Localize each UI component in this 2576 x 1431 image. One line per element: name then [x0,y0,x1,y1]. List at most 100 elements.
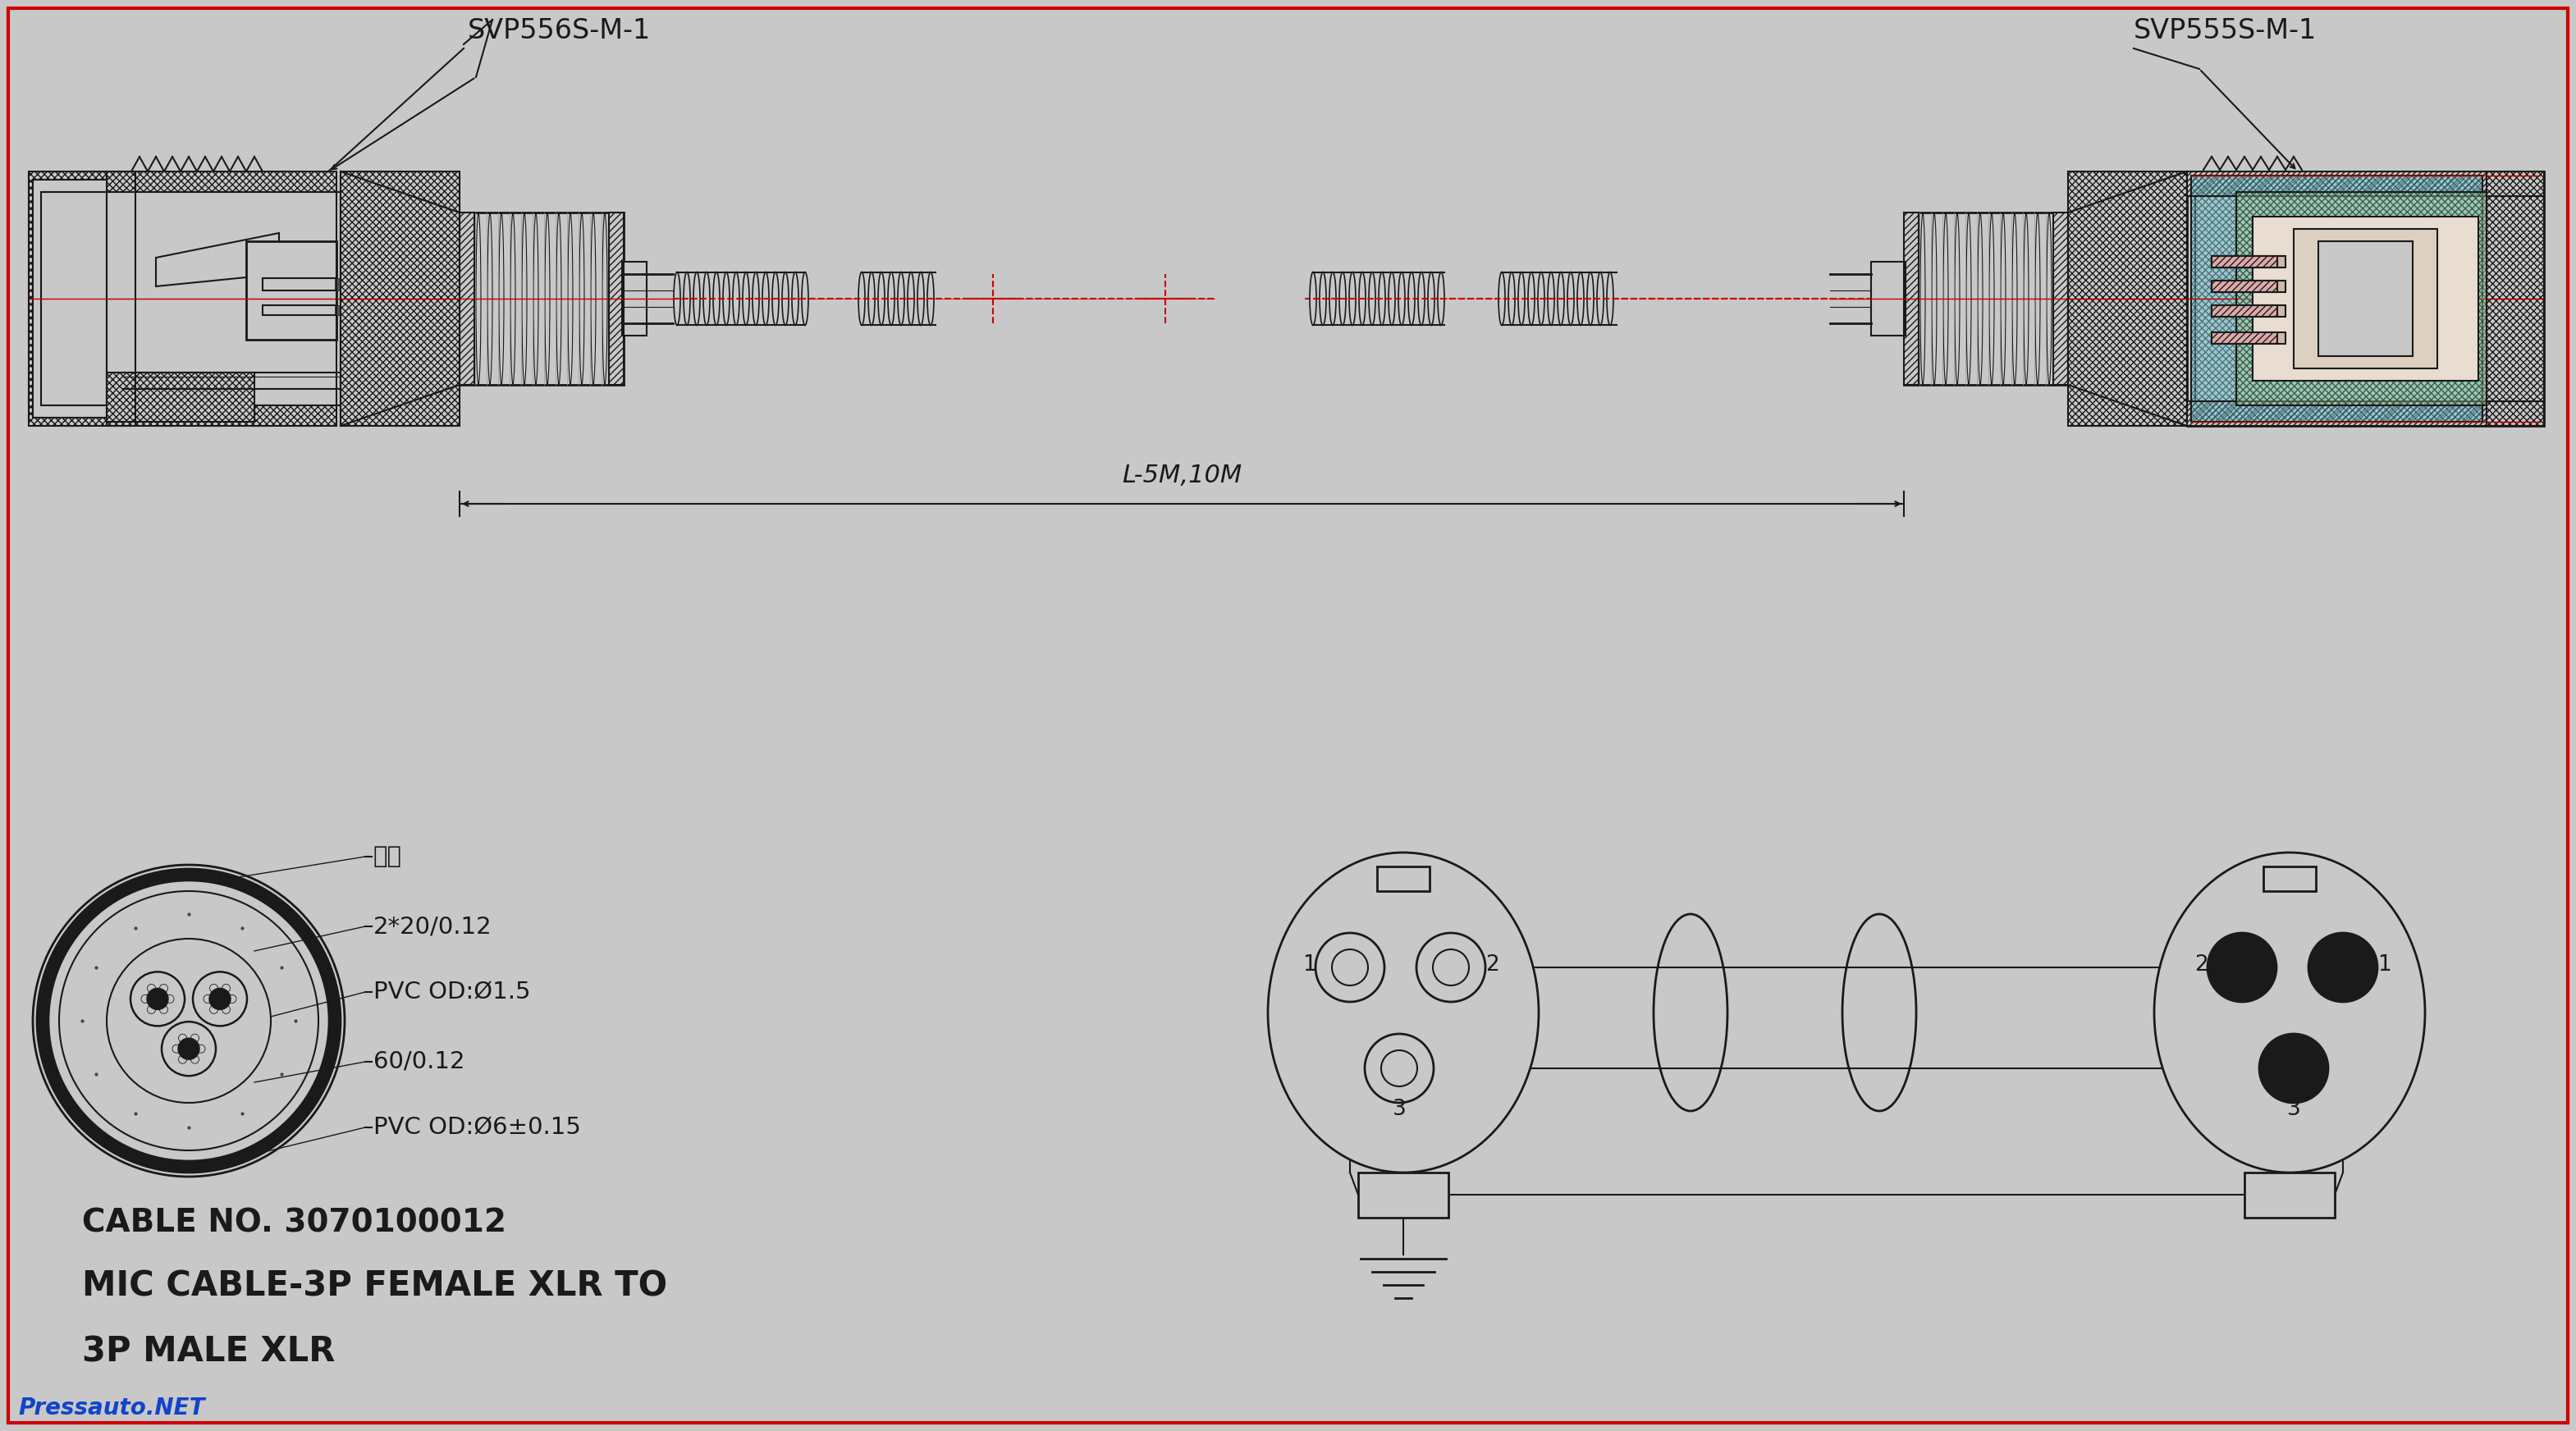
Bar [2053,213,2069,385]
Ellipse shape [917,272,925,325]
Ellipse shape [1388,272,1396,325]
Ellipse shape [590,213,595,384]
Ellipse shape [878,272,884,325]
Ellipse shape [1577,272,1584,325]
Ellipse shape [2025,213,2030,384]
Bar [2187,172,2545,196]
Bar [2213,256,2277,268]
Bar [2192,176,2483,422]
Bar [335,305,343,315]
Ellipse shape [732,272,739,325]
Bar [33,180,131,418]
Bar [1358,1172,1448,1218]
Text: 1: 1 [2378,954,2391,976]
Bar [340,172,459,426]
Bar [2187,401,2545,426]
Bar [459,213,474,385]
Bar [1904,213,2069,385]
Text: PVC OD:Ø1.5: PVC OD:Ø1.5 [374,980,531,1003]
Circle shape [209,989,232,1010]
Circle shape [2208,933,2277,1002]
Circle shape [2308,933,2378,1002]
Bar [2069,172,2187,426]
Bar [2293,229,2437,368]
Circle shape [147,989,167,1010]
Ellipse shape [1978,213,1984,384]
Ellipse shape [2002,213,2007,384]
Ellipse shape [523,213,528,384]
Ellipse shape [773,272,778,325]
Bar [2213,305,2277,316]
Bar [2213,332,2285,343]
Bar [2213,280,2277,292]
Bar [1378,867,1430,892]
Ellipse shape [675,272,680,325]
Ellipse shape [1340,272,1345,325]
Text: SVP556S-M-1: SVP556S-M-1 [469,17,652,44]
Bar [106,372,255,422]
Ellipse shape [500,213,505,384]
Ellipse shape [1607,272,1613,325]
Text: Pressauto.NET: Pressauto.NET [18,1397,204,1420]
Bar [2069,172,2187,426]
Bar [608,213,623,385]
Ellipse shape [801,272,809,325]
Ellipse shape [567,213,572,384]
Ellipse shape [1965,213,1971,384]
Bar [459,213,623,385]
Bar [263,305,337,315]
Ellipse shape [2154,853,2424,1172]
Ellipse shape [791,272,799,325]
Ellipse shape [868,272,876,325]
Text: MIC CABLE-3P FEMALE XLR TO: MIC CABLE-3P FEMALE XLR TO [82,1269,667,1304]
Ellipse shape [2058,213,2063,384]
Bar [2318,242,2414,356]
Bar [247,242,337,339]
Bar [263,278,337,290]
Bar [2053,213,2069,385]
Ellipse shape [1587,272,1595,325]
Ellipse shape [1517,272,1525,325]
Bar [2187,172,2545,196]
Ellipse shape [683,272,690,325]
Ellipse shape [1409,272,1414,325]
Text: 60/0.12: 60/0.12 [374,1050,464,1073]
Bar [608,213,623,385]
Circle shape [1381,1050,1417,1086]
Ellipse shape [1654,914,1728,1110]
Ellipse shape [580,213,585,384]
Circle shape [178,1037,198,1059]
Ellipse shape [1548,272,1553,325]
Ellipse shape [1909,213,1914,384]
Bar [2244,1172,2334,1218]
Ellipse shape [533,213,538,384]
Bar [335,278,343,290]
Ellipse shape [510,213,515,384]
Bar [28,172,137,426]
Bar [2486,172,2545,426]
Ellipse shape [703,272,711,325]
Circle shape [1316,933,1383,1002]
Bar [2213,280,2285,292]
Text: PVC OD:Ø6±0.15: PVC OD:Ø6±0.15 [374,1116,582,1139]
Bar [2213,256,2277,268]
Ellipse shape [1267,853,1538,1172]
Polygon shape [157,233,278,286]
Bar [2213,305,2277,316]
Ellipse shape [724,272,729,325]
Ellipse shape [899,272,904,325]
Ellipse shape [1319,272,1327,325]
Circle shape [131,972,185,1026]
Ellipse shape [546,213,549,384]
Ellipse shape [1437,272,1445,325]
Ellipse shape [1350,272,1355,325]
Ellipse shape [742,272,750,325]
Circle shape [1365,1033,1435,1103]
Bar [106,172,337,426]
Ellipse shape [556,213,562,384]
Ellipse shape [487,213,492,384]
Bar [2195,196,2486,401]
Ellipse shape [752,272,760,325]
Polygon shape [340,385,459,426]
Circle shape [59,892,319,1151]
